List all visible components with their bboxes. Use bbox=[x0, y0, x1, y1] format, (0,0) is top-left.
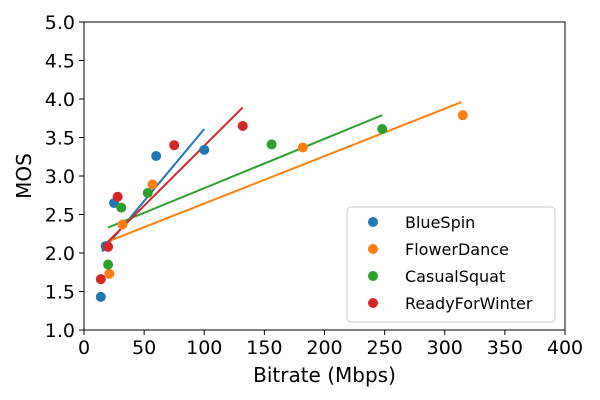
point-bluespin bbox=[199, 144, 210, 155]
point-flowerdance bbox=[104, 268, 115, 279]
y-tick-label: 3.0 bbox=[45, 166, 75, 188]
legend-label-casualsquat: CasualSquat bbox=[405, 267, 505, 286]
axis-ticks: 0 50 100 150 200 250 300 350 400 1.0 1.5 2.0 2.5 3.0 3… bbox=[45, 12, 583, 359]
point-readyforwinter bbox=[112, 191, 123, 202]
point-readyforwinter bbox=[95, 274, 106, 285]
plot-frame bbox=[83, 21, 566, 331]
legend-marker-flowerdance bbox=[368, 244, 378, 254]
x-tick-label: 150 bbox=[246, 337, 282, 359]
point-bluespin bbox=[95, 291, 106, 302]
point-readyforwinter bbox=[169, 140, 180, 151]
x-tick-label: 50 bbox=[132, 337, 156, 359]
point-flowerdance bbox=[457, 110, 468, 121]
x-tick-label: 200 bbox=[306, 337, 342, 359]
x-tick-label: 100 bbox=[186, 337, 222, 359]
point-casualsquat bbox=[142, 187, 153, 198]
legend-marker-bluespin bbox=[368, 217, 378, 227]
x-tick-label: 300 bbox=[427, 337, 463, 359]
legend-marker-readyforwinter bbox=[368, 298, 378, 308]
x-tick-label: 250 bbox=[366, 337, 402, 359]
y-tick-label: 2.0 bbox=[45, 243, 75, 265]
data-points bbox=[95, 110, 468, 302]
y-tick-label: 1.5 bbox=[45, 282, 75, 304]
legend-box bbox=[346, 206, 556, 323]
point-casualsquat bbox=[103, 259, 114, 270]
y-tick-label: 1.0 bbox=[45, 320, 75, 342]
point-readyforwinter bbox=[237, 120, 248, 131]
point-readyforwinter bbox=[103, 241, 114, 252]
point-flowerdance bbox=[297, 142, 308, 153]
legend-label-bluespin: BlueSpin bbox=[405, 213, 475, 232]
legend-label-readyforwinter: ReadyForWinter bbox=[405, 294, 533, 313]
fit-line-flowerdance bbox=[107, 101, 462, 243]
legend-label-flowerdance: FlowerDance bbox=[405, 240, 509, 259]
point-flowerdance bbox=[147, 179, 158, 190]
y-tick-label: 3.5 bbox=[45, 128, 75, 150]
y-tick-label: 4.0 bbox=[45, 89, 75, 111]
legend-marker-casualsquat bbox=[368, 271, 378, 281]
y-tick-label: 4.5 bbox=[45, 51, 75, 73]
point-bluespin bbox=[151, 150, 162, 161]
point-casualsquat bbox=[116, 202, 127, 213]
y-axis-label: MOS bbox=[12, 153, 36, 199]
point-casualsquat bbox=[377, 124, 388, 135]
y-tick-label: 5.0 bbox=[45, 12, 75, 34]
x-tick-label: 0 bbox=[78, 337, 90, 359]
legend: BlueSpin FlowerDance CasualSquat ReadyForWi… bbox=[346, 206, 556, 323]
point-flowerdance bbox=[117, 219, 128, 230]
fit-line-casualsquat bbox=[107, 114, 383, 229]
x-tick-label: 350 bbox=[487, 337, 523, 359]
point-casualsquat bbox=[266, 139, 277, 150]
y-tick-label: 2.5 bbox=[45, 205, 75, 227]
x-tick-label: 400 bbox=[547, 337, 583, 359]
x-axis-label: Bitrate (Mbps) bbox=[253, 363, 396, 387]
